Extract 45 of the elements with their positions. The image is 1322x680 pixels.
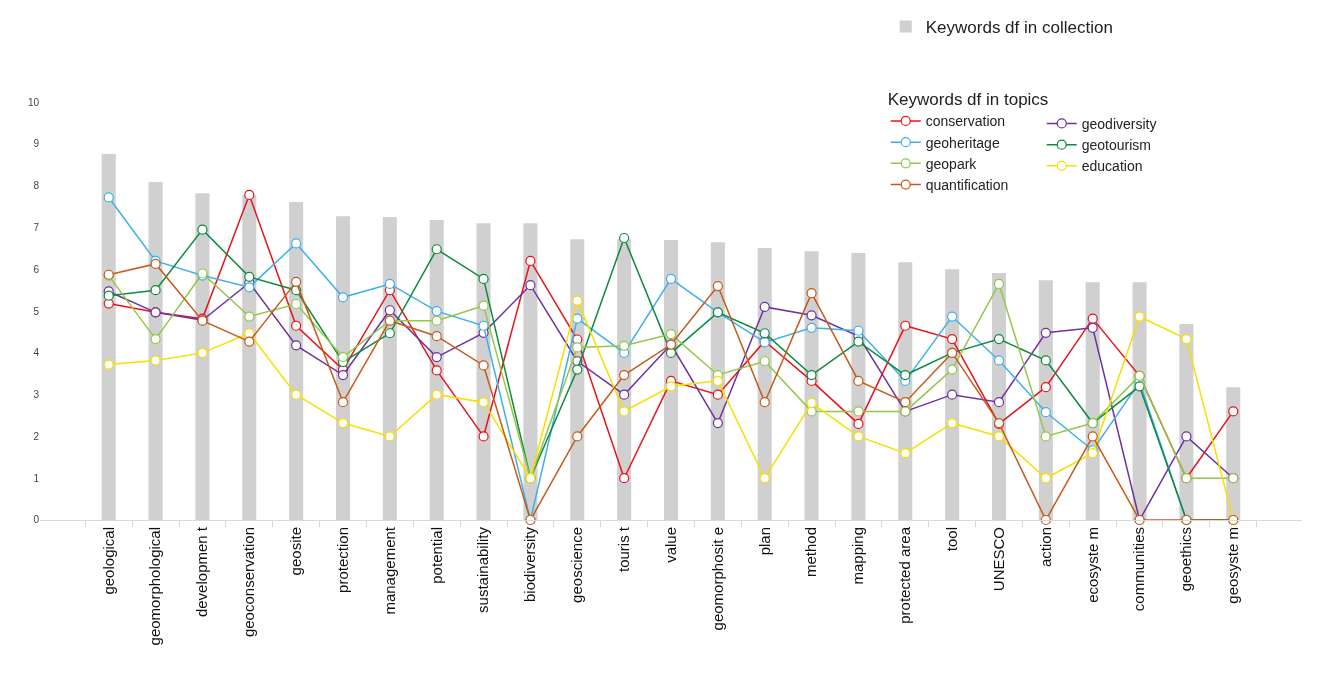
x-tick-label: geomorphosit e <box>708 527 726 631</box>
legend-label: geotourism <box>1081 137 1151 154</box>
legend-label: geoheritage <box>925 134 1000 151</box>
x-tick-label: potential <box>427 527 445 584</box>
x-tick-label: mapping <box>849 527 867 585</box>
x-tick-label: sustainability <box>474 526 492 613</box>
legend-label: quantification <box>925 177 1009 194</box>
y-tick-label: 8 <box>33 180 40 192</box>
x-tick-label: developmen t <box>193 526 211 618</box>
x-tick-label: geomorphological <box>146 527 164 646</box>
y-tick-label: 6 <box>33 263 40 275</box>
y-tick-label: 4 <box>33 347 40 359</box>
y-tick-label: 7 <box>33 222 40 234</box>
x-tick-label: geological <box>99 527 117 595</box>
x-tick-label: UNESCO <box>989 527 1007 592</box>
x-tick-label: method <box>802 527 820 578</box>
x-tick-label: communities <box>1130 527 1148 612</box>
x-tick-label: tool <box>943 527 961 552</box>
y-tick-label: 1 <box>33 472 40 484</box>
x-tick-label: ecosyste m <box>1083 527 1101 603</box>
y-tick-label: 2 <box>33 430 40 442</box>
x-tick-label: protected area <box>896 526 914 624</box>
x-tick-label: touris t <box>615 526 633 573</box>
x-tick-label: geosite <box>287 527 305 576</box>
x-tick-label: geosyste m <box>1224 527 1242 604</box>
x-tick-label: geoethics <box>1177 527 1195 592</box>
legend-label: conservation <box>925 113 1006 130</box>
x-tick-label: biodiversity <box>521 526 539 603</box>
legend-label: geopark <box>925 155 978 172</box>
x-tick-label: management <box>380 526 398 615</box>
y-tick-label: 5 <box>33 305 40 317</box>
y-tick-label: 3 <box>33 389 40 401</box>
y-tick-label: 0 <box>33 514 40 526</box>
x-tick-label: geoscience <box>568 527 586 603</box>
y-tick-label: 9 <box>33 138 40 150</box>
x-tick-label: value <box>661 527 679 563</box>
x-tick-label: action <box>1036 527 1054 568</box>
legend-title: Keywords df in topics <box>887 90 1049 110</box>
y-tick-label: 10 <box>27 96 40 108</box>
legend-label: education <box>1081 158 1143 175</box>
x-tick-label: protection <box>333 527 351 593</box>
legend-label: Keywords df in collection <box>925 18 1113 38</box>
x-tick-label: plan <box>755 527 773 556</box>
x-tick-label: geoconservation <box>240 527 258 638</box>
legend-label: geodiversity <box>1081 115 1157 132</box>
